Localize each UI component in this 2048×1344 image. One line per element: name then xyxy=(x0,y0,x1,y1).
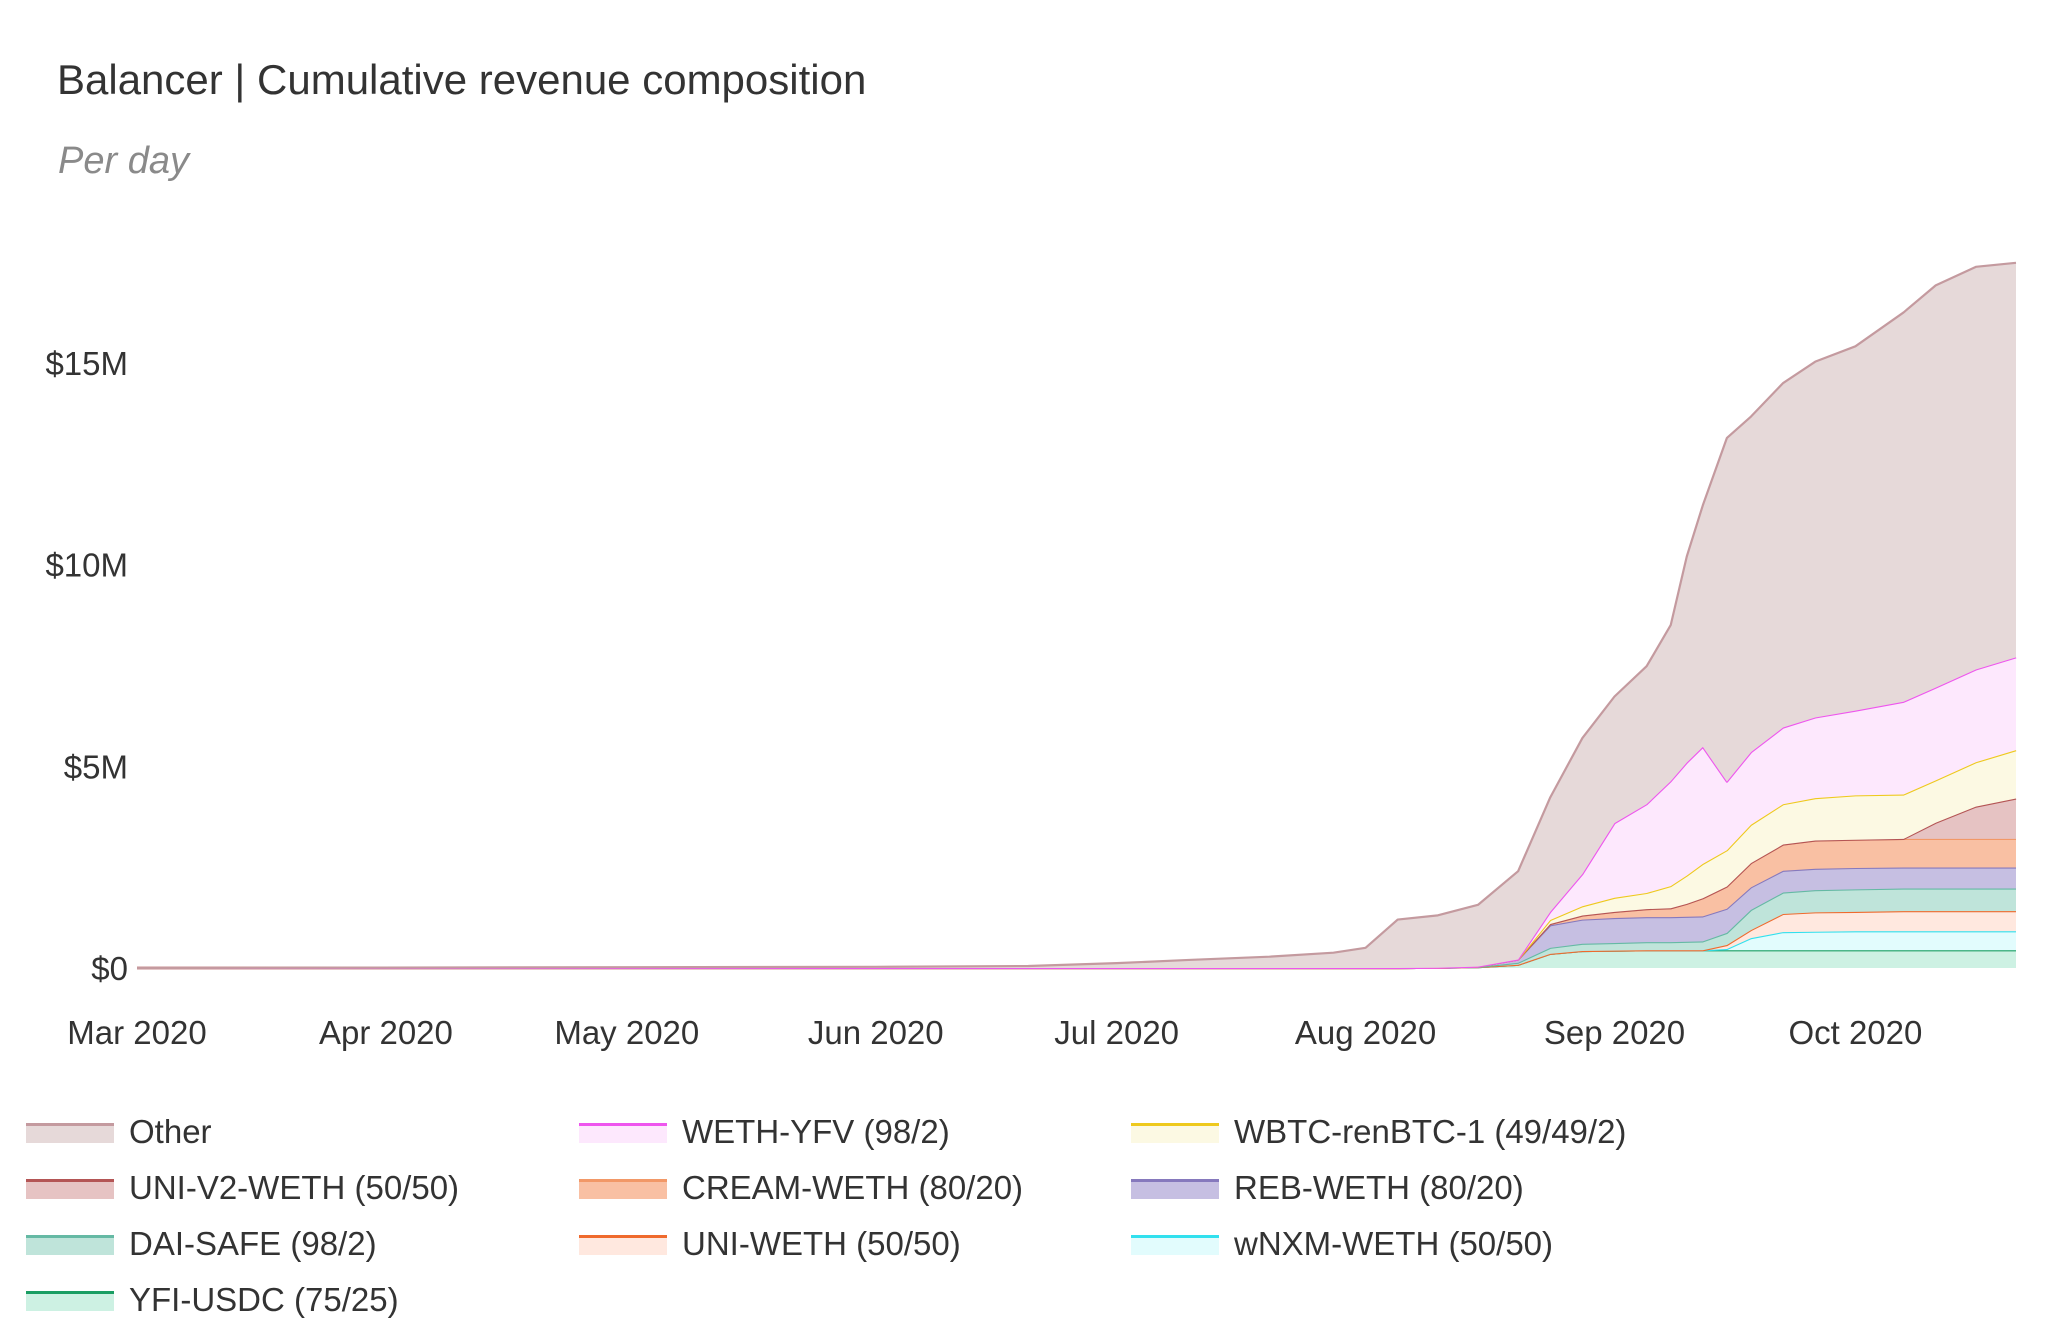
legend-swatch xyxy=(1131,1233,1219,1255)
legend-item[interactable]: DAI-SAFE (98/2) xyxy=(26,1220,377,1268)
legend-label: CREAM-WETH (80/20) xyxy=(682,1169,1024,1206)
plot-area: $0 $5M $10M $15M Mar 2020 Apr 2020 May 2020 Ju… xyxy=(45,261,2017,1051)
legend-swatch xyxy=(26,1177,114,1199)
x-tick-label: Apr 2020 xyxy=(319,1014,453,1051)
legend-item[interactable]: UNI-WETH (50/50) xyxy=(579,1220,961,1268)
legend-item[interactable]: YFI-USDC (75/25) xyxy=(26,1276,399,1324)
legend-swatch xyxy=(26,1233,114,1255)
x-tick-label: May 2020 xyxy=(554,1014,699,1051)
area-dai-safe-98-2 xyxy=(137,888,2016,968)
legend-swatch xyxy=(579,1177,667,1199)
legend-swatch xyxy=(579,1121,667,1143)
y-tick-label: $10M xyxy=(45,547,128,584)
legend-item[interactable]: WETH-YFV (98/2) xyxy=(579,1108,950,1156)
x-tick-label: Jul 2020 xyxy=(1054,1014,1179,1051)
y-axis-ticks: $0 $5M $10M $15M xyxy=(45,345,128,987)
legend-label: WETH-YFV (98/2) xyxy=(682,1113,950,1150)
legend-item[interactable]: wNXM-WETH (50/50) xyxy=(1131,1220,1553,1268)
area-reb-weth-80-20 xyxy=(137,867,2016,968)
legend-item[interactable]: REB-WETH (80/20) xyxy=(1131,1164,1524,1212)
legend-swatch xyxy=(1131,1121,1219,1143)
chart-subtitle: Per day xyxy=(58,140,189,182)
x-tick-label: Sep 2020 xyxy=(1544,1014,1685,1051)
x-tick-label: Jun 2020 xyxy=(808,1014,944,1051)
legend-swatch xyxy=(1131,1177,1219,1199)
legend-label: WBTC-renBTC-1 (49/49/2) xyxy=(1234,1113,1627,1150)
legend-label: UNI-V2-WETH (50/50) xyxy=(129,1169,460,1206)
legend-label: REB-WETH (80/20) xyxy=(1234,1169,1524,1206)
chart-title: Balancer | Cumulative revenue compositio… xyxy=(57,56,867,103)
area-weth-yfv-98-2 xyxy=(137,657,2016,968)
x-tick-label: Mar 2020 xyxy=(67,1014,206,1051)
line-other xyxy=(136,261,2017,970)
legend-item[interactable]: WBTC-renBTC-1 (49/49/2) xyxy=(1131,1108,1626,1156)
legend-swatch xyxy=(26,1289,114,1311)
legend-item[interactable]: UNI-V2-WETH (50/50) xyxy=(26,1164,459,1212)
x-tick-label: Oct 2020 xyxy=(1788,1014,1922,1051)
y-tick-label: $15M xyxy=(45,345,128,382)
legend-label: Other xyxy=(129,1113,212,1150)
y-tick-label: $5M xyxy=(64,748,128,785)
x-axis-ticks: Mar 2020 Apr 2020 May 2020 Jun 2020 Jul 2020… xyxy=(67,1014,1922,1051)
legend-label: wNXM-WETH (50/50) xyxy=(1234,1225,1554,1262)
legend-label: YFI-USDC (75/25) xyxy=(129,1281,399,1318)
area-wnxm-weth-50-50 xyxy=(137,931,2016,968)
legend-swatch xyxy=(26,1121,114,1143)
area-yfi-usdc-75-25 xyxy=(137,950,2016,968)
legend-label: DAI-SAFE (98/2) xyxy=(129,1225,377,1262)
legend-label: UNI-WETH (50/50) xyxy=(682,1225,961,1262)
area-uni-weth-50-50 xyxy=(137,911,2016,968)
legend-swatch xyxy=(579,1233,667,1255)
x-tick-label: Aug 2020 xyxy=(1295,1014,1436,1051)
legend-item[interactable]: Other xyxy=(26,1108,212,1156)
area-cream-weth-80-20 xyxy=(137,838,2016,968)
y-tick-label: $0 xyxy=(91,950,128,987)
legend-item[interactable]: CREAM-WETH (80/20) xyxy=(579,1164,1023,1212)
stacked-areas xyxy=(136,261,2017,970)
